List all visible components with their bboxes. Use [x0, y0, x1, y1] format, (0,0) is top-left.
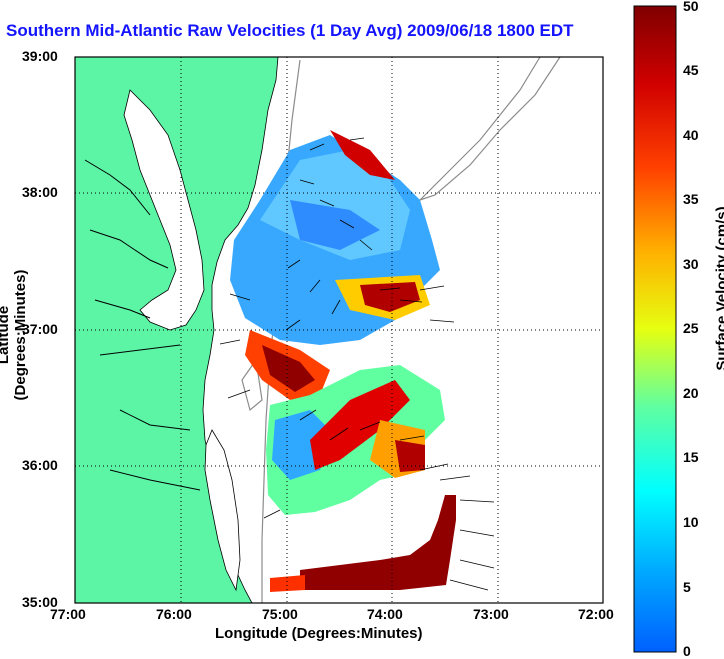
colorbar-tick: 45 — [683, 62, 699, 78]
colorbar-tick: 50 — [683, 0, 699, 14]
colorbar — [633, 5, 677, 653]
colorbar-tick: 15 — [683, 449, 699, 465]
colorbar-tick: 30 — [683, 256, 699, 272]
colorbar-tick: 35 — [683, 191, 699, 207]
colorbar-tick: 25 — [683, 320, 699, 336]
y-axis-label: Latitude (Degrees:Minutes) — [0, 269, 29, 401]
colorbar-tick: 0 — [683, 643, 691, 659]
lon-tick: 73:00 — [473, 606, 509, 622]
lon-tick: 74:00 — [367, 606, 403, 622]
lon-tick: 75:00 — [262, 606, 298, 622]
lat-tick: 39:00 — [22, 48, 58, 64]
lat-tick: 38:00 — [22, 184, 58, 200]
colorbar-tick: 10 — [683, 514, 699, 530]
lat-tick: 36:00 — [22, 457, 58, 473]
lon-tick: 72:00 — [578, 606, 614, 622]
sound-water — [204, 429, 241, 592]
grid — [75, 57, 603, 603]
lon-tick: 77:00 — [50, 606, 86, 622]
lat-tick: 35:00 — [22, 594, 58, 610]
colorbar-tick: 5 — [683, 579, 691, 595]
lon-tick: 76:00 — [156, 606, 192, 622]
colorbar-label: Surface Velocity (cm/s) — [713, 206, 724, 371]
colorbar-tick: 20 — [683, 385, 699, 401]
velocity-field-shelf — [300, 495, 456, 590]
map-title: Southern Mid-Atlantic Raw Velocities (1 … — [6, 21, 574, 40]
x-axis-label: Longitude (Degrees:Minutes) — [215, 625, 423, 642]
colorbar-tick: 40 — [683, 127, 699, 143]
lat-tick: 37:00 — [22, 321, 58, 337]
chesapeake-bay — [123, 89, 205, 331]
